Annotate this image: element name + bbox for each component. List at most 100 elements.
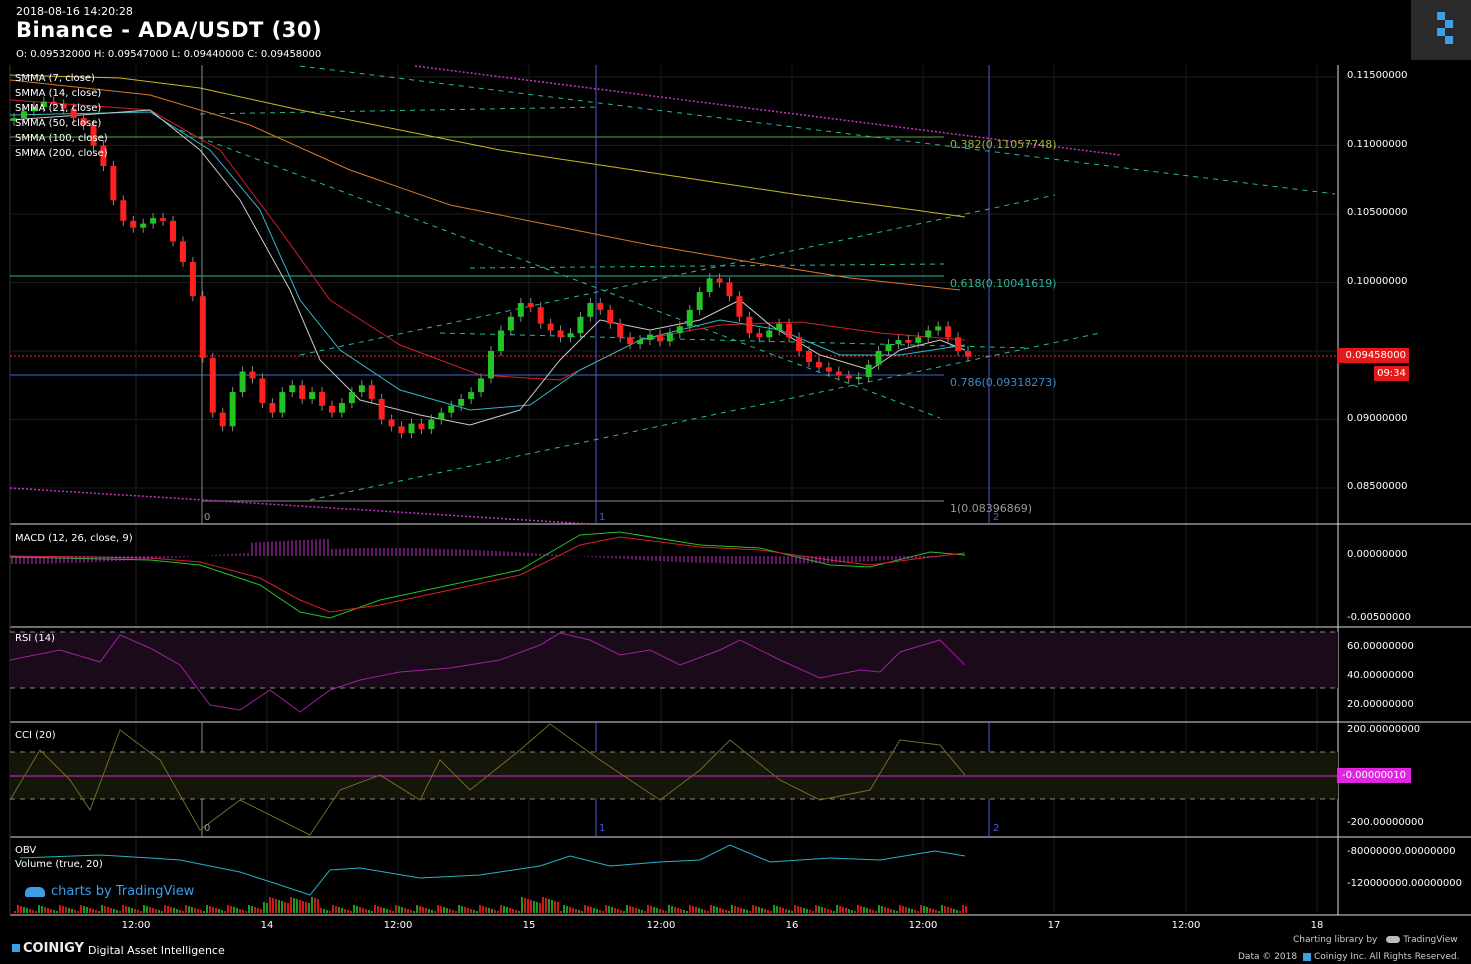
candle-body [895,340,902,345]
volume-bar [629,906,631,913]
legend-smma-100[interactable]: SMMA (100, close) [15,133,108,144]
volume-bar [422,907,424,913]
volume-label[interactable]: Volume (true, 20) [15,859,103,870]
volume-bar [161,911,163,913]
candle-body [567,333,574,338]
volume-bar [527,899,529,913]
volume-bar [710,905,712,913]
volume-bar [179,910,181,913]
indicator-legend: SMMA (7, close) SMMA (14, close) SMMA (2… [15,71,108,161]
cci-tick: 200.00000000 [1347,724,1421,735]
charting-library-credit[interactable]: Charting library by TradingView [1293,935,1458,945]
candle-body [746,316,753,334]
candle-body [160,218,167,221]
volume-bar [323,909,325,913]
volume-bar [740,908,742,913]
volume-bar [608,906,610,913]
volume-bar [530,900,532,913]
volume-bar [71,909,73,913]
volume-bar [122,905,124,913]
candle-body [607,309,614,324]
obv-label[interactable]: OBV [15,845,37,856]
volume-bar [554,901,556,913]
candle-body [796,337,803,351]
cci-cycle-label-0: 0 [204,823,211,834]
volume-bar [944,906,946,913]
volume-bar [590,907,592,913]
volume-bar [362,908,364,913]
time-tick: 15 [522,920,536,931]
legend-smma-50[interactable]: SMMA (50, close) [15,118,102,129]
volume-bar [905,907,907,913]
legend-smma-21[interactable]: SMMA (21, close) [15,103,102,114]
volume-bar [491,909,493,913]
volume-bar [92,909,94,913]
volume-bar [224,911,226,913]
legend-smma-200[interactable]: SMMA (200, close) [15,148,108,159]
legend-smma-7[interactable]: SMMA (7, close) [15,73,95,84]
volume-bar [635,908,637,913]
volume-bar [824,908,826,913]
candle-body [637,340,644,345]
volume-bar [524,898,526,913]
data-copyright: Data © 2018 Coinigy Inc. All Rights Rese… [1238,952,1459,962]
volume-bar [449,909,451,913]
tradingview-credit-link[interactable]: charts by TradingView [25,884,194,899]
candle-body [150,218,157,224]
volume-bar [764,909,766,913]
volume-bar [647,905,649,913]
volume-bar [593,908,595,913]
volume-bar [455,911,457,913]
volume-bar [368,910,370,913]
macd-signal-line [9,536,966,613]
macd-line [9,531,966,619]
cci-label[interactable]: CCI (20) [15,730,56,741]
rsi-tick: 20.00000000 [1347,699,1414,710]
volume-bar [881,906,883,913]
volume-bar [164,905,166,913]
volume-bar [617,909,619,913]
data-year: Data © 2018 [1238,952,1298,962]
candlesticks [11,96,971,439]
volume-bar [320,908,322,913]
volume-bar [383,908,385,913]
tradingview-name: TradingView [1403,935,1458,945]
candle-body [338,403,345,413]
volume-bar [389,910,391,913]
volume-bar [605,905,607,913]
volume-bar [203,911,205,913]
volume-bar [275,899,277,913]
volume-bar [56,911,58,913]
volume-bar [407,909,409,913]
volume-bar [176,909,178,913]
volume-bar [374,905,376,913]
volume-bar [707,911,709,913]
volume-bar [923,906,925,913]
volume-bar [965,906,967,913]
volume-bar [404,908,406,913]
volume-bar [851,910,853,913]
volume-bar [794,905,796,913]
volume-bar [380,907,382,913]
legend-smma-14[interactable]: SMMA (14, close) [15,88,102,99]
macd-label[interactable]: MACD (12, 26, close, 9) [15,533,133,544]
volume-bar [62,906,64,913]
volume-bar [437,905,439,913]
volume-bar [443,907,445,913]
chart-title: Binance - ADA/USDT (30) [16,18,323,42]
tradingview-cloud-icon [1386,936,1401,943]
candle-body [50,101,57,105]
volume-bar [467,908,469,913]
rsi-label[interactable]: RSI (14) [15,633,55,644]
coinigy-logo-icon[interactable] [1411,0,1471,60]
volume-bar [287,903,289,913]
coinigy-brand[interactable]: COINIGY [12,941,84,956]
volume-bar [821,907,823,913]
rsi-band [10,632,1338,688]
magenta-trend-line [9,487,591,525]
candle-body [676,326,683,334]
volume-bar [800,907,802,913]
candle-body [855,377,862,380]
volume-bar [812,911,814,913]
